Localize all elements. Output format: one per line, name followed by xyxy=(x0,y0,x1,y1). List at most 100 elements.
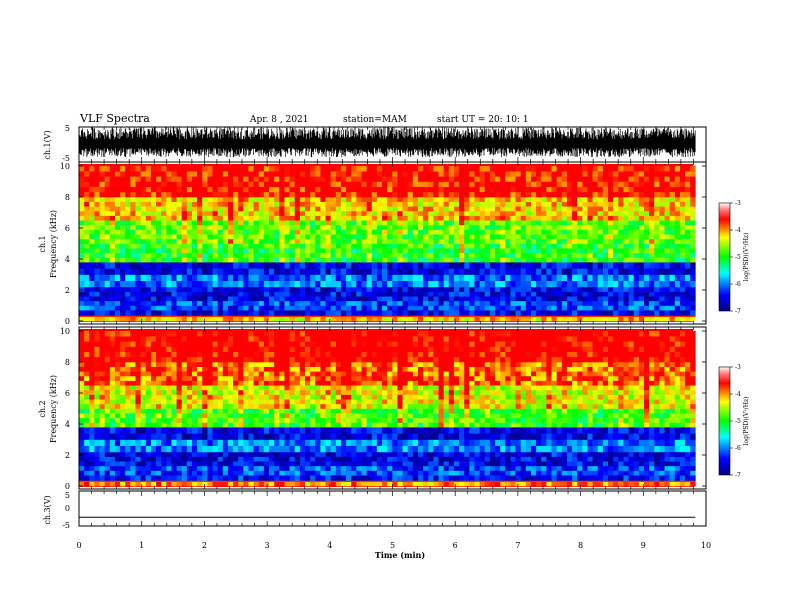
spectrogram-cell xyxy=(453,238,460,244)
spectrogram-cell xyxy=(525,210,532,216)
spectrogram-cell xyxy=(587,206,593,212)
spectrogram-cell xyxy=(423,186,429,193)
spectrogram-cell xyxy=(263,274,270,281)
spectrogram-cell xyxy=(89,399,95,405)
spectrogram-cell xyxy=(361,166,367,172)
spectrogram-cell xyxy=(654,286,660,292)
spectrogram-cell xyxy=(114,470,121,476)
spectrogram-cell xyxy=(120,234,126,240)
spectrogram-cell xyxy=(176,186,183,193)
spectrogram-cell xyxy=(541,248,547,254)
spectrogram-cell xyxy=(628,215,635,221)
spectrogram-cell xyxy=(212,380,218,386)
spectrogram-cell xyxy=(361,224,367,230)
spectrogram-cell xyxy=(320,305,326,311)
spectrogram-cell xyxy=(330,300,337,306)
spectrogram-cell xyxy=(79,243,85,249)
spectrogram-cell xyxy=(79,224,85,230)
spectrogram-cell xyxy=(346,181,352,187)
spectrogram-cell xyxy=(685,310,691,317)
spectrogram-cell xyxy=(556,274,563,281)
spectrogram-cell xyxy=(243,465,249,471)
spectrogram-cell xyxy=(505,181,511,187)
spectrogram-cell xyxy=(500,171,506,177)
spectrogram-cell xyxy=(150,305,157,311)
spectrogram-cell xyxy=(135,316,141,322)
spectrogram-cell xyxy=(649,171,655,177)
spectrogram-cell xyxy=(84,366,90,372)
spectrogram-cell xyxy=(284,280,290,288)
spectrogram-cell xyxy=(541,186,547,193)
spectrogram-cell xyxy=(166,451,172,457)
spectrogram-cell xyxy=(161,243,167,249)
spectrogram-cell xyxy=(99,451,105,457)
spectrogram-cell xyxy=(135,201,141,207)
spectrogram-cell xyxy=(566,224,573,230)
spectrogram-cell xyxy=(489,186,496,193)
spectrogram-cell xyxy=(274,296,280,302)
spectrogram-cell xyxy=(84,456,90,462)
spectrogram-cell xyxy=(315,224,321,230)
spectrogram-cell xyxy=(299,291,306,297)
spectrogram-cell xyxy=(186,366,193,372)
spectrogram-cell xyxy=(638,220,645,226)
spectrogram-cell xyxy=(335,286,342,292)
spectrogram-cell xyxy=(84,356,90,363)
spectrogram-cell xyxy=(417,252,424,258)
spectrogram-cell xyxy=(109,229,116,235)
spectrogram-cell xyxy=(130,394,136,400)
spectrogram-cell xyxy=(171,210,177,216)
spectrogram-cell xyxy=(654,166,660,172)
spectrogram-cell xyxy=(479,181,486,187)
spectrogram-cell xyxy=(530,220,537,226)
spectrogram-cell xyxy=(525,243,532,249)
spectrogram-cell xyxy=(109,262,116,269)
spectrogram-cell xyxy=(248,456,254,462)
spectrogram-cell xyxy=(192,433,198,440)
spectrogram-cell xyxy=(623,310,629,317)
spectrogram-cell xyxy=(325,262,331,269)
spectrogram-cell xyxy=(104,197,111,202)
spectrogram-cell xyxy=(114,380,121,386)
spectrogram-cell xyxy=(392,262,398,269)
spectrogram-cell xyxy=(274,248,280,254)
spectrogram-cell xyxy=(171,413,177,419)
spectrogram-cell xyxy=(566,280,573,288)
spectrogram-cell xyxy=(351,257,357,263)
spectrogram-cell xyxy=(664,171,670,177)
spectrogram-cell xyxy=(217,351,224,358)
spectrogram-cell xyxy=(638,234,645,240)
spectrogram-cell xyxy=(469,243,475,249)
spectrogram-cell xyxy=(130,215,136,221)
spectrogram-cell xyxy=(679,252,686,258)
spectrogram-cell xyxy=(94,439,100,446)
spectrogram-cell xyxy=(207,356,213,363)
spectrogram-cell xyxy=(258,191,265,198)
spectrogram-cell xyxy=(582,243,588,249)
spectrogram-cell xyxy=(669,286,676,292)
spectrogram-cell xyxy=(212,470,218,476)
spectrogram-cell xyxy=(423,220,429,226)
spectrogram-cell xyxy=(79,262,85,269)
spectrogram-cell xyxy=(84,166,90,172)
spectrogram-cell xyxy=(330,286,337,292)
spectrogram-cell xyxy=(459,215,465,221)
spectrogram-cell xyxy=(217,186,224,193)
spectrogram-cell xyxy=(94,220,100,226)
spectrogram-cell xyxy=(120,475,126,482)
spectrogram-cell xyxy=(479,257,486,263)
spectrogram-cell xyxy=(633,286,640,292)
spectrogram-cell xyxy=(387,176,393,182)
spectrogram-cell xyxy=(89,375,95,381)
spectrogram-cell xyxy=(541,229,547,235)
spectrogram-cell xyxy=(181,300,188,306)
spectrogram-cell xyxy=(202,439,208,446)
spectrogram-cell xyxy=(541,234,547,240)
spectrogram-cell xyxy=(464,310,470,317)
spectrogram-cell xyxy=(577,186,583,193)
spectrogram-cell xyxy=(330,181,337,187)
spectrogram-cell xyxy=(495,243,501,249)
spectrogram-cell xyxy=(94,385,100,391)
spectrogram-cell xyxy=(459,268,465,275)
spectrogram-cell xyxy=(438,234,444,240)
